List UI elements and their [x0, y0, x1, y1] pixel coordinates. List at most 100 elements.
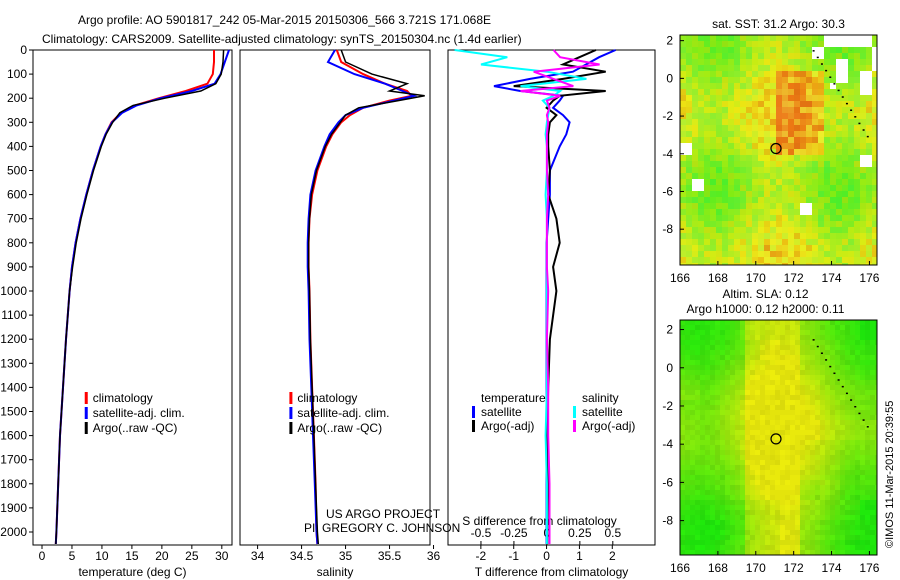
- y-tick-label: 1100: [1, 308, 27, 322]
- x-tick-label: 0: [39, 549, 46, 563]
- y-tick-label: 0: [666, 71, 673, 85]
- coastline-mark: [829, 76, 832, 78]
- coastline-mark: [862, 129, 865, 131]
- legend-swatch: [573, 420, 576, 432]
- y-tick-label: -6: [662, 475, 673, 489]
- y-tick-label: -8: [662, 222, 673, 236]
- coastline-mark: [850, 399, 853, 401]
- difference-profile-panel: -2 -1 0 1 2 T difference from climatology -0.5…: [447, 49, 656, 579]
- y-tick-label: 500: [7, 163, 27, 177]
- legend-label: Argo(-adj): [481, 419, 534, 433]
- legend-label: satellite-adj. clim.: [297, 406, 389, 420]
- y-tick-label: 2: [666, 34, 673, 48]
- y-tick-label: -6: [662, 184, 673, 198]
- sst-map-panel: 166 168 170 172 174 176 2 0 -2 -4 -6 -8 sat. SST: 31…: [662, 17, 879, 285]
- x-tick-label: 172: [784, 271, 804, 285]
- title-line-2: Climatology: CARS2009. Satellite-adjuste…: [42, 32, 522, 46]
- legend-swatch: [472, 406, 475, 418]
- legend-swatch: [472, 420, 475, 432]
- coastline-mark: [841, 96, 844, 98]
- y-tick-label: 1800: [0, 477, 27, 491]
- y-tick-label: -4: [662, 147, 673, 161]
- x-tick-label: 166: [670, 561, 690, 575]
- series-line-argo-raw-qc-: [307, 49, 425, 545]
- plots-layer: 0100200300400500600700800900100011001200…: [0, 17, 879, 579]
- coastline-mark: [837, 89, 840, 92]
- y-tick-label: 900: [7, 260, 27, 274]
- y-tick-label: 100: [7, 67, 27, 81]
- y-tick-label: -8: [662, 514, 673, 528]
- coastline-mark: [845, 102, 848, 105]
- x-tick-label: 170: [746, 561, 766, 575]
- map-frame: [679, 34, 878, 266]
- y-tick-label: 800: [7, 236, 27, 250]
- y-tick-label: -2: [662, 399, 673, 413]
- y-tick-label: 1000: [0, 284, 27, 298]
- legend-label: satellite: [481, 405, 522, 419]
- map-color-field: [680, 35, 877, 265]
- coastline-mark: [825, 69, 828, 72]
- coastline-mark: [812, 50, 815, 52]
- coastline-mark: [850, 109, 853, 111]
- coastline-mark: [841, 385, 844, 388]
- coastline-mark: [854, 405, 857, 408]
- x2-axis-label: S difference from climatology: [462, 514, 617, 528]
- plot-frame: [447, 49, 656, 546]
- coastline-mark: [858, 412, 861, 415]
- coastline-mark: [825, 359, 828, 361]
- sla-map-panel: 166 168 170 172 174 176 2 0 -2 -4 -6 -8 Altim. SLA: …: [662, 287, 879, 575]
- coastline-mark: [816, 345, 819, 348]
- y-tick-label: 400: [7, 139, 27, 153]
- coastline-mark: [854, 116, 857, 118]
- x-tick-label: 176: [859, 271, 879, 285]
- x2-tick-label: 0.5: [604, 526, 621, 540]
- y-tick-label: 1600: [0, 429, 27, 443]
- salinity-profile-panel: 34 34.5 35 35.5 36 salinity climatologysatelli…: [239, 49, 441, 579]
- y-tick-label: 2000: [0, 525, 27, 539]
- x-tick-label: 0: [543, 549, 550, 563]
- legend-header: temperature: [481, 391, 546, 405]
- legend-swatch: [84, 422, 88, 434]
- x-tick-label: 166: [670, 271, 690, 285]
- coastline-mark: [812, 339, 815, 341]
- x-tick-label: 172: [784, 561, 804, 575]
- argo-location-marker: [770, 142, 782, 155]
- series-line-satellite-adj-clim-: [306, 49, 418, 545]
- x-axis-label: temperature (deg C): [78, 565, 186, 579]
- x-tick-label: -2: [476, 549, 487, 563]
- x-tick-label: 10: [95, 549, 109, 563]
- credit-text: ©IMOS 11-Mar-2015 20:39:55: [884, 401, 896, 548]
- y-tick-label: 1900: [0, 501, 27, 515]
- plot-frame: [239, 49, 431, 546]
- x-tick-label: 174: [822, 561, 842, 575]
- legend-label: climatology: [297, 391, 357, 405]
- legend-label: Argo(-adj): [582, 419, 635, 433]
- coastline-mark: [833, 83, 836, 85]
- legend-label: satellite: [582, 405, 623, 419]
- x-tick-label: 36: [427, 549, 441, 563]
- coastline-mark: [833, 372, 836, 375]
- y-tick-label: -4: [662, 437, 673, 451]
- coastline-mark: [866, 426, 869, 428]
- x-tick-label: 174: [822, 271, 842, 285]
- legend-label: climatology: [93, 391, 153, 405]
- legend-swatch: [289, 407, 293, 419]
- coastline-mark: [829, 365, 832, 368]
- y-tick-label: 2: [666, 323, 673, 337]
- x-tick-label: 35.5: [378, 549, 402, 563]
- y-tick-label: 1700: [0, 453, 27, 467]
- map-title: sat. SST: 31.2 Argo: 30.3: [712, 17, 845, 31]
- temperature-profile-panel: 0100200300400500600700800900100011001200…: [0, 43, 233, 579]
- y-tick-label: 0: [20, 43, 27, 57]
- x-tick-label: -1: [508, 549, 519, 563]
- legend-swatch: [289, 392, 293, 404]
- legend-swatch: [84, 407, 88, 419]
- y-tick-label: 1300: [0, 356, 27, 370]
- legend-label: satellite-adj. clim.: [93, 406, 185, 420]
- x-tick-label: 34.5: [290, 549, 314, 563]
- map-color-field: [680, 320, 877, 555]
- legend-swatch: [573, 406, 576, 418]
- x-tick-label: 176: [859, 561, 879, 575]
- coastline-mark: [816, 56, 819, 59]
